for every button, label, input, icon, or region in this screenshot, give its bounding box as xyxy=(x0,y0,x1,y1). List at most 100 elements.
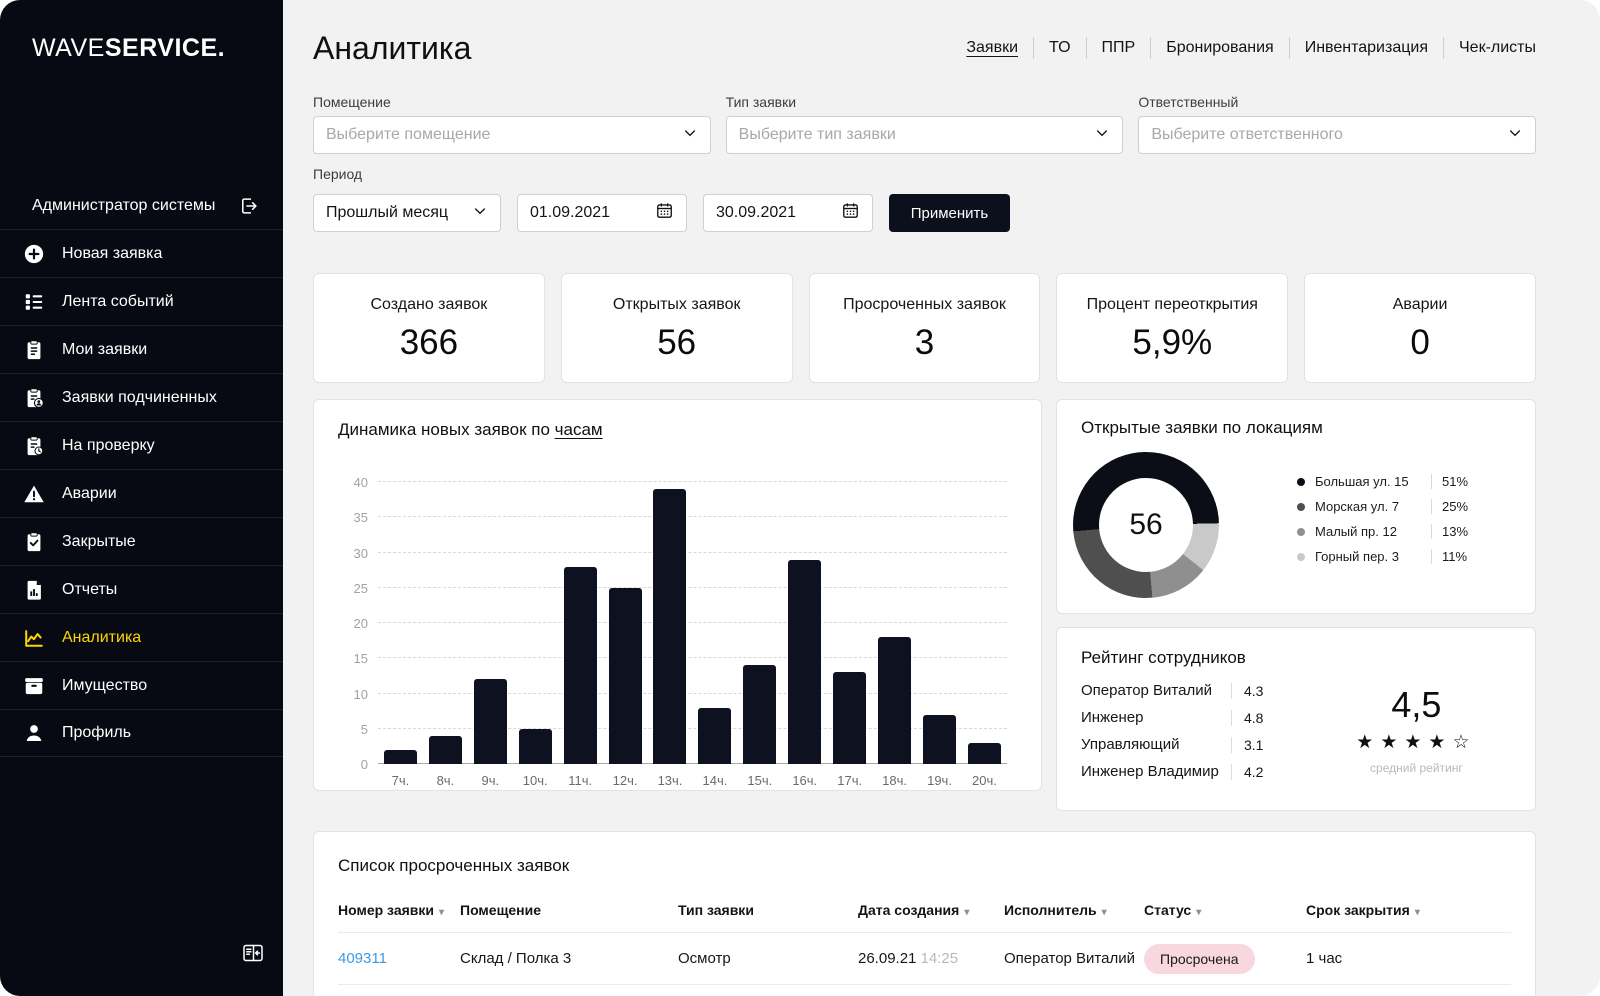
bar xyxy=(563,566,597,764)
table-row: 409311 Склад / Полка 3 Осмотр 26.09.21 1… xyxy=(338,933,1511,985)
column-header-type: Тип заявки xyxy=(678,902,754,918)
employee-rating: 4.3 xyxy=(1231,682,1263,699)
period-preset-value: Прошлый месяц xyxy=(326,204,449,221)
sidebar-item-label: Закрытые xyxy=(62,532,136,550)
bar xyxy=(383,749,417,764)
chevron-down-icon xyxy=(1094,125,1110,146)
sidebar-item-analytics[interactable]: Аналитика xyxy=(0,613,283,661)
sidebar-item-assets[interactable]: Имущество xyxy=(0,661,283,709)
legend-item: Малый пр. 12 13% xyxy=(1297,524,1468,539)
logout-icon[interactable] xyxy=(237,195,261,217)
request-id-link[interactable]: 409311 xyxy=(338,950,387,967)
cell-room: Склад / Полка 3 xyxy=(460,950,572,967)
sidebar-item-label: Имущество xyxy=(62,676,148,694)
user-name: Администратор системы xyxy=(32,197,216,214)
x-axis-tick: 12ч. xyxy=(612,773,638,788)
legend-dot-icon xyxy=(1297,527,1305,536)
y-axis-tick: 15 xyxy=(353,651,368,667)
legend-percent: 51% xyxy=(1431,474,1468,489)
star-filled-icon: ★ xyxy=(1428,732,1453,753)
bar-chart-plot: 0 5 10 15 20 25 30 35 40 xyxy=(354,475,1007,772)
x-axis-tick: 15ч. xyxy=(747,773,773,788)
responsible-select[interactable]: Выберите ответственного xyxy=(1138,116,1536,154)
bar-series xyxy=(378,482,1007,764)
donut-legend: Большая ул. 15 51% Морская ул. 7 25% Малый п… xyxy=(1297,474,1468,598)
cell-created-time: 14:25 xyxy=(920,950,959,967)
brand-logo: WAVESERVICE. xyxy=(0,0,283,63)
feed-icon xyxy=(22,291,46,313)
sidebar-item-for-review[interactable]: На проверку xyxy=(0,421,283,469)
bar xyxy=(608,587,642,764)
tab-requests[interactable]: Заявки xyxy=(966,39,1019,56)
tab-bookings[interactable]: Бронирования xyxy=(1150,37,1289,59)
sidebar-item-my-requests[interactable]: Мои заявки xyxy=(0,325,283,373)
sidebar-item-event-feed[interactable]: Лента событий xyxy=(0,277,283,325)
column-header-deadline[interactable]: Срок закрытия ▾ xyxy=(1306,902,1420,918)
donut-chart-title: Открытые заявки по локациям xyxy=(1081,418,1323,437)
stat-value: 5,9% xyxy=(1132,323,1213,362)
tab-checklists[interactable]: Чек-листы xyxy=(1443,37,1536,59)
gridline xyxy=(378,586,1007,588)
rating-row: Инженер Владимир 4.2 xyxy=(1081,763,1322,780)
star-filled-icon: ★ xyxy=(1404,732,1429,753)
legend-percent: 25% xyxy=(1431,499,1468,514)
sidebar-item-profile[interactable]: Профиль xyxy=(0,709,283,757)
collapse-sidebar-icon[interactable] xyxy=(241,941,265,970)
filter-period: Период Прошлый месяц 01.09.2021 30.09.20… xyxy=(313,166,1536,232)
donut-center-value: 56 xyxy=(1099,478,1193,572)
apply-button[interactable]: Применить xyxy=(889,194,1010,232)
rating-row: Управляющий 3.1 xyxy=(1081,736,1322,753)
column-header-request-number[interactable]: Номер заявки ▾ xyxy=(338,902,445,918)
sidebar-item-emergencies[interactable]: Аварии xyxy=(0,469,283,517)
period-preset-select[interactable]: Прошлый месяц xyxy=(313,194,501,232)
y-axis-tick: 25 xyxy=(353,580,368,596)
sidebar-item-subordinate-requests[interactable]: Заявки подчиненных xyxy=(0,373,283,421)
date-to-input[interactable]: 30.09.2021 xyxy=(703,194,873,232)
y-axis-tick: 5 xyxy=(360,721,368,737)
request-type-select[interactable]: Выберите тип заявки xyxy=(725,116,1124,154)
legend-percent: 11% xyxy=(1431,549,1467,564)
chevron-down-icon xyxy=(472,203,488,224)
room-select[interactable]: Выберите помещение xyxy=(313,116,711,154)
tab-to[interactable]: ТО xyxy=(1033,37,1086,59)
x-axis-tick: 18ч. xyxy=(882,773,908,788)
sidebar-item-closed[interactable]: Закрытые xyxy=(0,517,283,565)
x-axis-tick: 9ч. xyxy=(481,773,500,788)
rating-card: Рейтинг сотрудников Оператор Виталий 4.3… xyxy=(1056,627,1536,811)
calendar-icon xyxy=(655,201,674,225)
tab-inventory[interactable]: Инвентаризация xyxy=(1288,37,1443,59)
bar xyxy=(878,637,912,764)
column-header-created[interactable]: Дата создания ▾ xyxy=(858,902,970,918)
bar-chart-title-link[interactable]: часам xyxy=(554,420,603,439)
charts-row: Динамика новых заявок по часам 0 5 10 15 20 2… xyxy=(313,399,1536,811)
sidebar-item-new-request[interactable]: Новая заявка xyxy=(0,229,283,277)
bar xyxy=(518,728,552,764)
sort-arrow-icon: ▾ xyxy=(439,907,445,918)
tab-ppr[interactable]: ППР xyxy=(1085,37,1151,59)
bar xyxy=(967,742,1001,764)
legend-item: Большая ул. 15 51% xyxy=(1297,474,1468,489)
report-icon xyxy=(22,579,46,601)
date-to-value: 30.09.2021 xyxy=(716,204,797,221)
date-from-input[interactable]: 01.09.2021 xyxy=(517,194,687,232)
line-chart-icon xyxy=(22,627,46,649)
column-header-room: Помещение xyxy=(460,902,542,918)
stat-label: Просроченных заявок xyxy=(843,296,1006,313)
column-header-status[interactable]: Статус ▾ xyxy=(1144,902,1202,918)
bar xyxy=(428,735,462,764)
star-empty-icon: ☆ xyxy=(1452,732,1477,753)
sort-arrow-icon: ▾ xyxy=(1414,907,1420,918)
sidebar-item-reports[interactable]: Отчеты xyxy=(0,565,283,613)
sidebar-item-label: Заявки подчиненных xyxy=(62,388,217,406)
average-rating-caption: средний рейтинг xyxy=(1370,761,1463,775)
plus-circle-icon xyxy=(22,243,46,265)
stat-cards: Создано заявок 366 Открытых заявок 56 Пр… xyxy=(313,273,1536,383)
sort-arrow-icon: ▾ xyxy=(1101,907,1107,918)
clipboard-icon xyxy=(22,339,46,361)
bar-chart-title-text: Динамика новых заявок по xyxy=(338,420,555,439)
x-axis-tick: 16ч. xyxy=(792,773,818,788)
gridline xyxy=(378,657,1007,659)
column-header-executor[interactable]: Исполнитель ▾ xyxy=(1004,902,1107,918)
chevron-down-icon xyxy=(1507,125,1523,146)
